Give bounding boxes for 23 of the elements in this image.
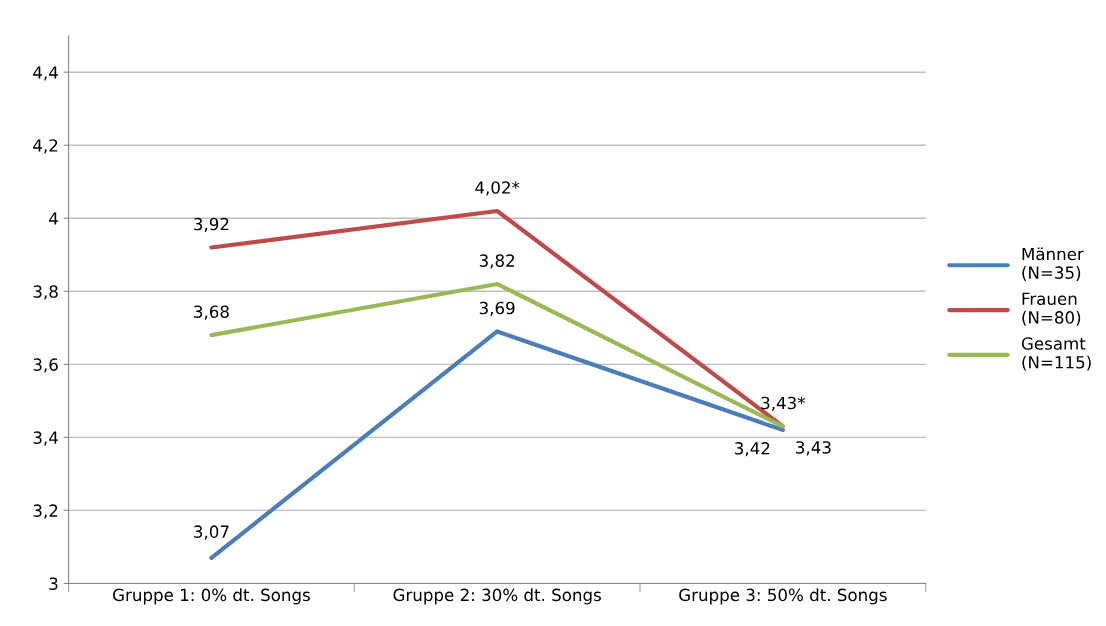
y-tick-label: 3,4 <box>33 431 58 446</box>
x-tick-label: Gruppe 2: 30% dt. Songs <box>393 588 601 605</box>
data-label: 3,82 <box>479 254 515 269</box>
x-tick-label: Gruppe 1: 0% dt. Songs <box>113 588 310 605</box>
data-label: 3,42 <box>735 442 770 457</box>
data-label: 3,92 <box>194 217 229 233</box>
legend-label: Männer (N=35) <box>1022 247 1084 281</box>
y-tick-label: 3 <box>49 577 58 590</box>
y-tick-label: 4 <box>49 212 58 225</box>
data-label: 3,43* <box>761 396 806 411</box>
y-tick-label: 3,6 <box>33 358 58 373</box>
data-label: 4,02* <box>475 181 520 196</box>
legend-label: Frauen (N=80) <box>1022 292 1081 326</box>
y-tick-label: 3,2 <box>33 504 58 519</box>
y-tick-label: 4,4 <box>33 66 58 81</box>
legend-label: Gesamt (N=115) <box>1021 337 1091 371</box>
y-tick-label: 4,2 <box>33 139 58 154</box>
data-label: 3,69 <box>479 301 515 317</box>
data-label: 3,07 <box>194 525 229 540</box>
data-label: 3,68 <box>194 305 229 320</box>
y-tick-label: 3,8 <box>33 285 58 300</box>
data-label: 3,43 <box>796 441 831 456</box>
x-tick-label: Gruppe 3: 50% dt. Songs <box>679 588 887 605</box>
